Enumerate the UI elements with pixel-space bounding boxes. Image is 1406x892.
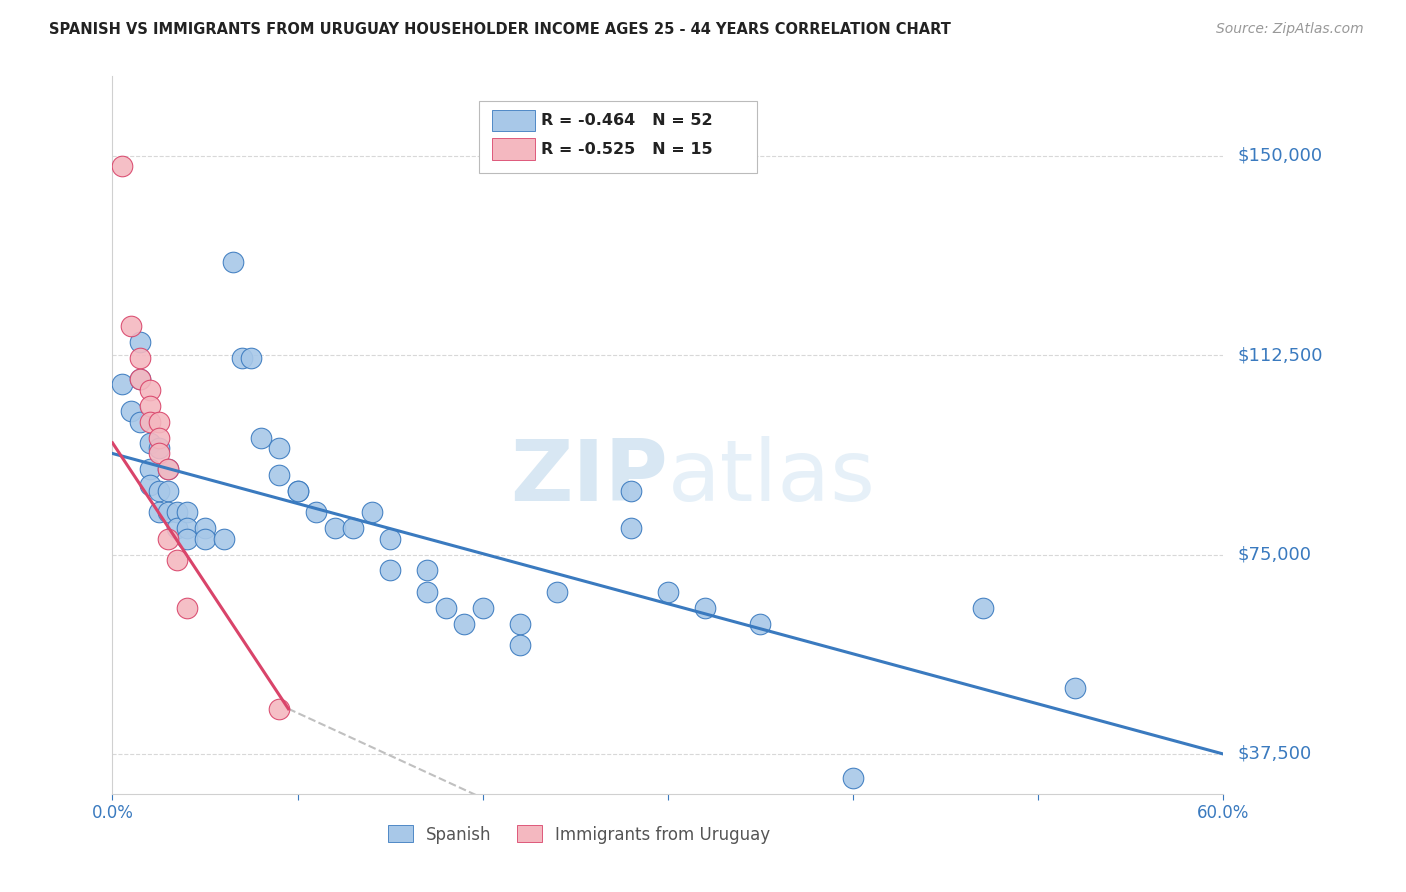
Point [148, 446, 170, 460]
Point [380, 564, 402, 578]
Point [267, 702, 291, 716]
Point [176, 600, 198, 615]
Point [148, 441, 170, 455]
Text: SPANISH VS IMMIGRANTS FROM URUGUAY HOUSEHOLDER INCOME AGES 25 - 44 YEARS CORRELA: SPANISH VS IMMIGRANTS FROM URUGUAY HOUSE… [49, 22, 950, 37]
Point [166, 505, 188, 519]
Point [194, 521, 217, 535]
Point [546, 584, 568, 599]
Bar [492, 110, 534, 131]
Point [267, 441, 291, 455]
Text: $37,500: $37,500 [1237, 745, 1312, 763]
Point [693, 600, 716, 615]
Point [360, 505, 382, 519]
FancyBboxPatch shape [479, 101, 756, 173]
Point [148, 483, 170, 498]
Point [509, 638, 531, 652]
Point [148, 430, 170, 444]
Point [212, 532, 235, 546]
Text: atlas: atlas [668, 436, 876, 519]
Point [620, 483, 643, 498]
Point [222, 255, 245, 269]
Point [157, 532, 180, 546]
Text: $75,000: $75,000 [1237, 546, 1312, 564]
Point [129, 351, 152, 365]
Point [1064, 681, 1087, 695]
Text: R = -0.525   N = 15: R = -0.525 N = 15 [541, 142, 713, 157]
Text: R = -0.464   N = 52: R = -0.464 N = 52 [541, 113, 713, 128]
Point [657, 584, 679, 599]
Point [166, 521, 188, 535]
Point [972, 600, 994, 615]
Point [148, 415, 170, 429]
Point [138, 383, 160, 397]
Point [138, 415, 160, 429]
Point [129, 334, 152, 349]
Point [157, 483, 180, 498]
Point [157, 462, 180, 476]
Point [176, 521, 198, 535]
Point [129, 415, 152, 429]
Text: ZIP: ZIP [510, 436, 668, 519]
Point [120, 318, 142, 333]
Point [138, 435, 160, 450]
Legend: Spanish, Immigrants from Uruguay: Spanish, Immigrants from Uruguay [381, 819, 776, 850]
Point [287, 483, 309, 498]
Point [323, 521, 346, 535]
Text: $150,000: $150,000 [1237, 146, 1322, 165]
Point [416, 584, 439, 599]
Point [305, 505, 328, 519]
Point [342, 521, 364, 535]
Point [157, 462, 180, 476]
Point [267, 467, 291, 482]
Point [157, 505, 180, 519]
Point [120, 404, 142, 418]
Point [240, 351, 263, 365]
Point [194, 532, 217, 546]
Point [231, 351, 253, 365]
Point [129, 372, 152, 386]
Point [749, 616, 772, 631]
Point [138, 478, 160, 492]
Point [380, 532, 402, 546]
Text: Source: ZipAtlas.com: Source: ZipAtlas.com [1216, 22, 1364, 37]
Point [453, 616, 475, 631]
Point [620, 521, 643, 535]
Point [111, 159, 134, 173]
Point [148, 505, 170, 519]
Point [166, 553, 188, 567]
Point [471, 600, 494, 615]
Point [176, 532, 198, 546]
Bar [492, 138, 534, 160]
Point [249, 430, 271, 444]
Point [138, 462, 160, 476]
Point [129, 372, 152, 386]
Point [416, 564, 439, 578]
Point [842, 771, 865, 785]
Text: $112,500: $112,500 [1237, 346, 1323, 364]
Point [509, 616, 531, 631]
Point [176, 505, 198, 519]
Point [287, 483, 309, 498]
Point [111, 377, 134, 392]
Point [434, 600, 457, 615]
Point [138, 399, 160, 413]
